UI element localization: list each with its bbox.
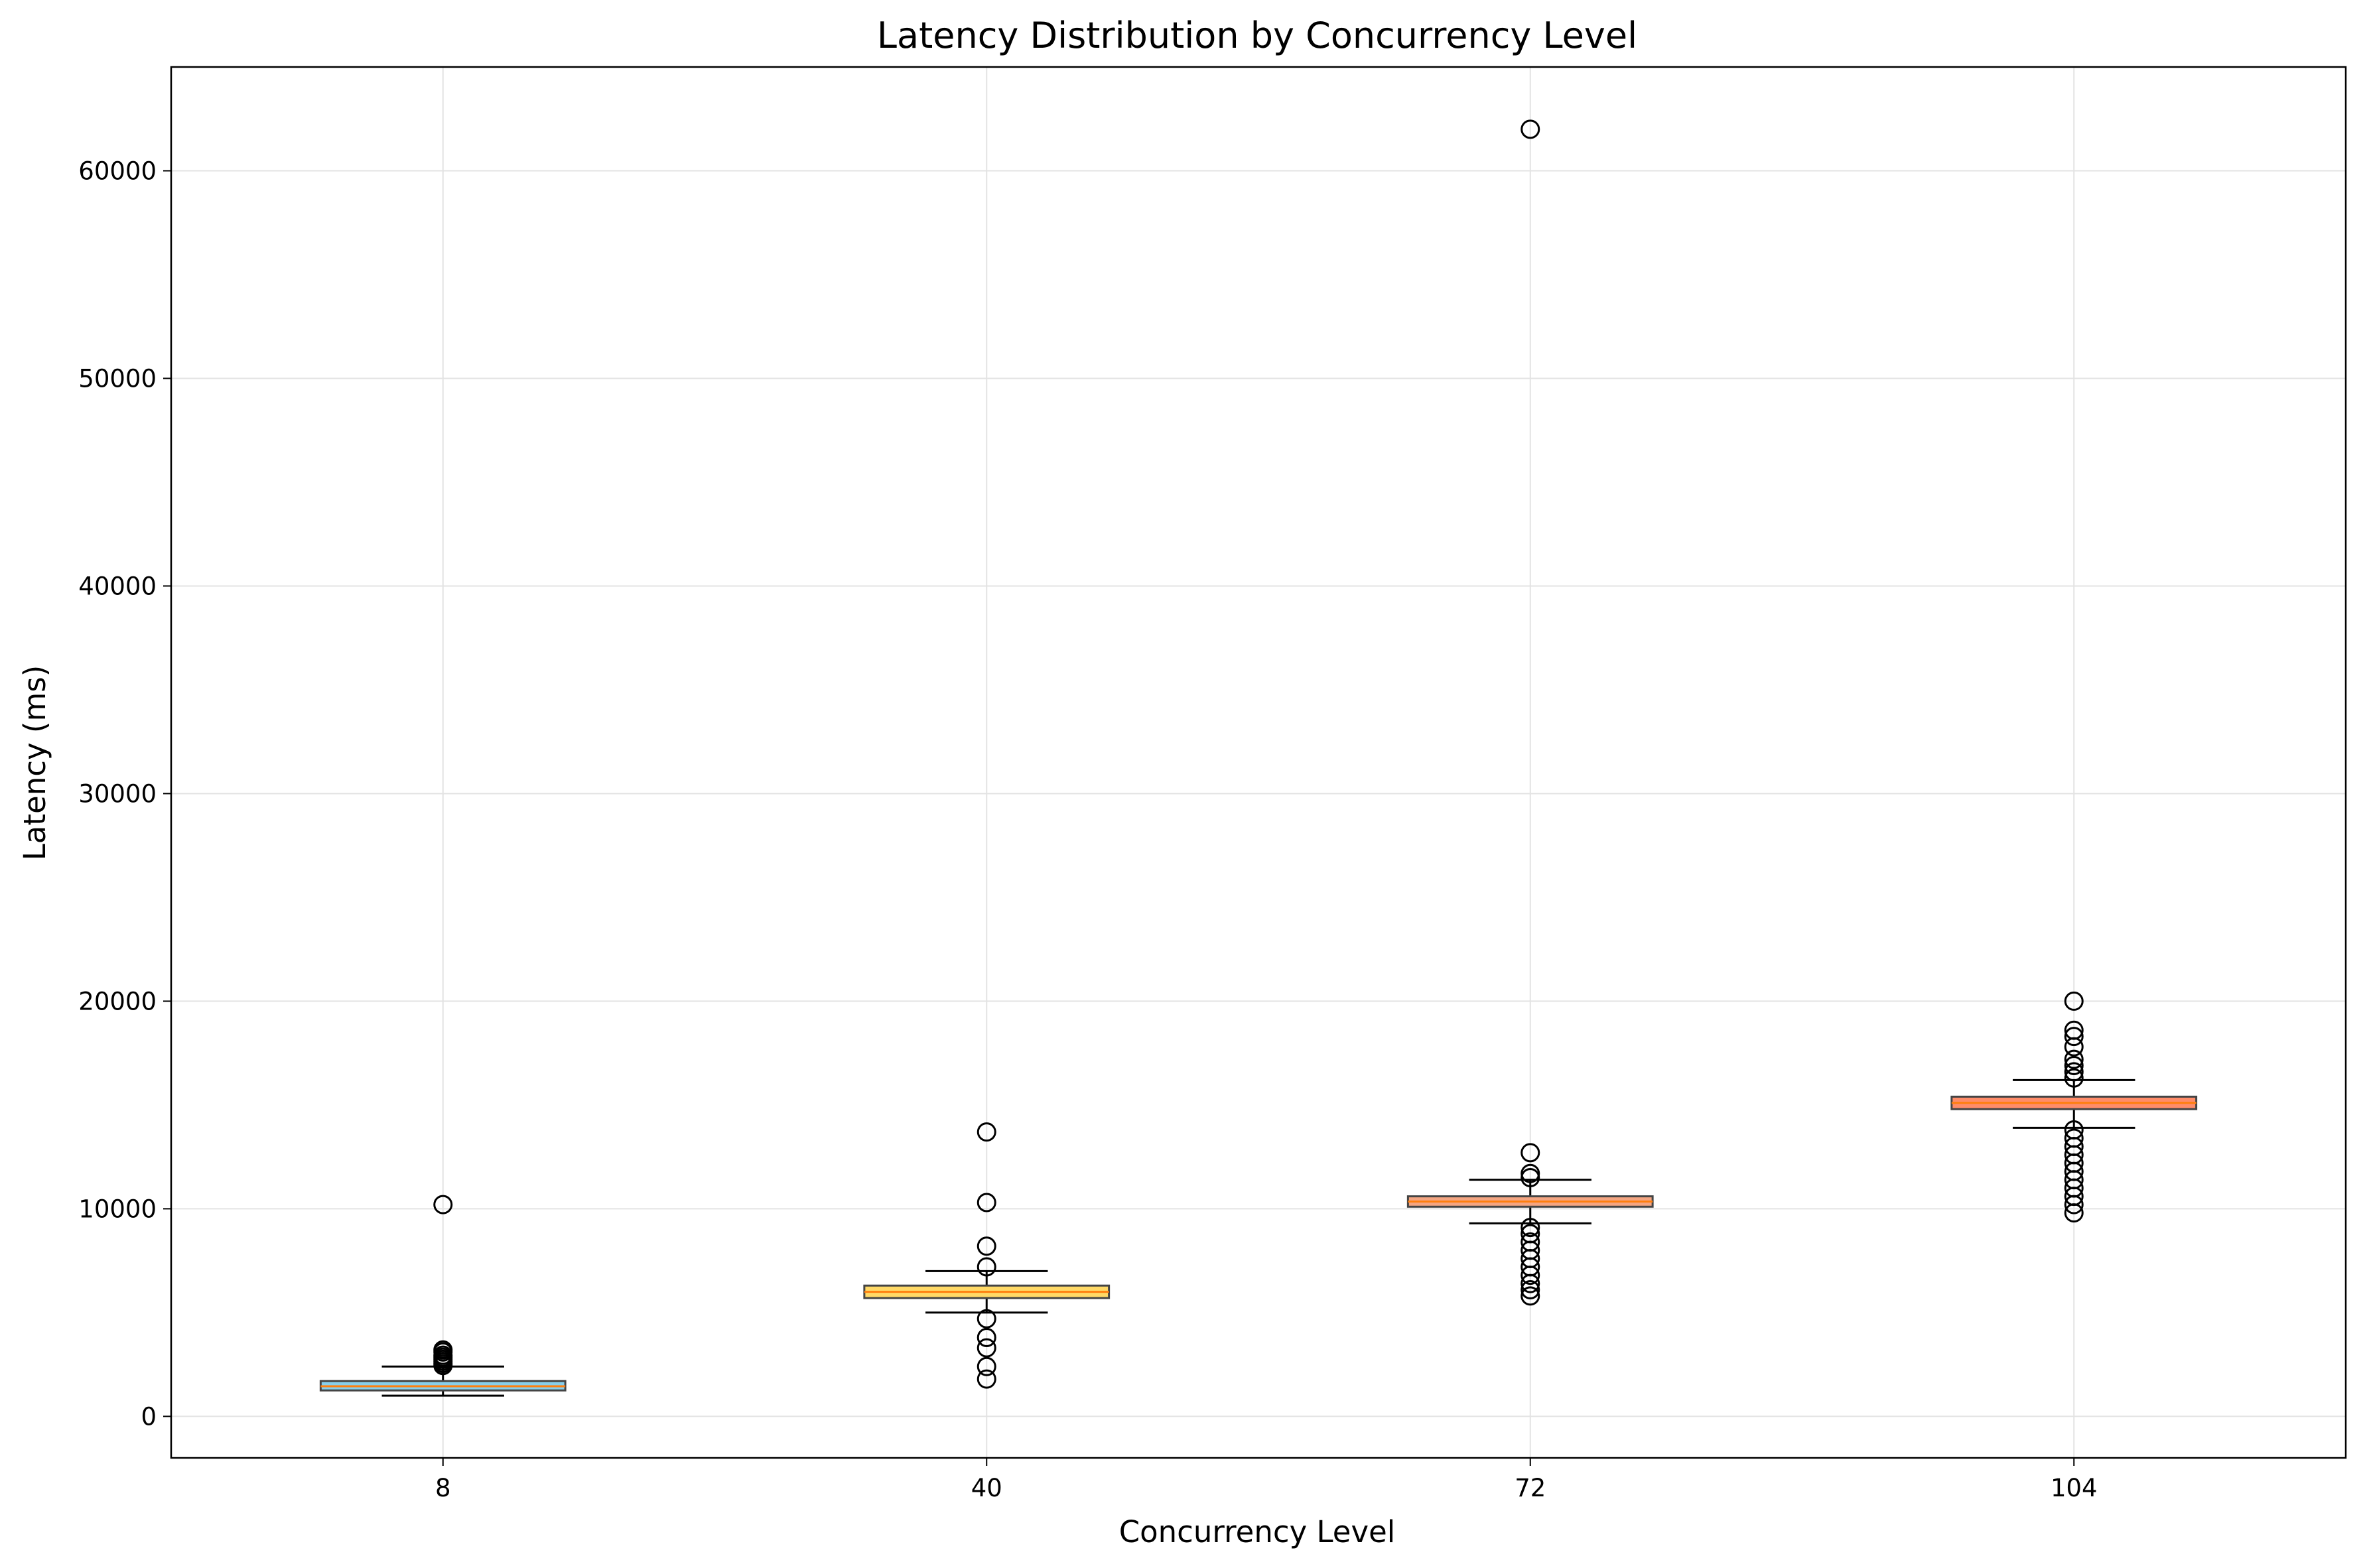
outlier-point — [1520, 1279, 1540, 1299]
x-tick-label: 8 — [435, 1474, 451, 1502]
x-tick-label: 104 — [2051, 1474, 2098, 1502]
outlier-point — [2064, 1128, 2084, 1148]
chart-title: Latency Distribution by Concurrency Leve… — [877, 15, 1637, 56]
outlier-point — [977, 1338, 996, 1358]
outlier-point — [1520, 1143, 1540, 1163]
outlier-point — [977, 1236, 996, 1256]
x-tick-label: 72 — [1515, 1474, 1546, 1502]
outlier-point — [2064, 1068, 2084, 1088]
y-tick-label: 20000 — [78, 987, 157, 1015]
outlier-point — [433, 1340, 453, 1360]
outlier-point — [2064, 1120, 2084, 1140]
plot-frame — [170, 66, 2347, 1459]
y-tick-label: 60000 — [78, 157, 157, 185]
outlier-point — [977, 1369, 996, 1389]
x-axis-label: Concurrency Level — [1119, 1514, 1396, 1549]
outlier-point — [977, 1309, 996, 1329]
y-tick-label: 30000 — [78, 779, 157, 808]
outlier-point — [2064, 1049, 2084, 1069]
y-tick-label: 10000 — [78, 1195, 157, 1223]
outlier-point — [977, 1122, 996, 1142]
x-tick-label: 40 — [971, 1474, 1002, 1502]
outlier-point — [977, 1356, 996, 1376]
outlier-point — [1520, 1224, 1540, 1244]
outlier-point — [2064, 1020, 2084, 1040]
outlier-point — [433, 1195, 453, 1214]
outlier-point — [977, 1257, 996, 1277]
y-tick-label: 50000 — [78, 364, 157, 393]
outlier-point — [1520, 1232, 1540, 1252]
outlier-point — [2064, 1027, 2084, 1047]
y-tick-label: 40000 — [78, 572, 157, 600]
outlier-point — [2064, 1062, 2084, 1082]
outlier-point — [1520, 1218, 1540, 1238]
y-axis-label: Latency (ms) — [17, 665, 52, 861]
outlier-point — [2064, 1055, 2084, 1075]
outlier-point — [977, 1327, 996, 1347]
y-tick-label: 0 — [141, 1402, 157, 1431]
outlier-point — [1520, 119, 1540, 139]
outlier-point — [1520, 1163, 1540, 1183]
outlier-point — [977, 1193, 996, 1212]
outlier-point — [1520, 1286, 1540, 1306]
outlier-point — [2064, 991, 2084, 1011]
